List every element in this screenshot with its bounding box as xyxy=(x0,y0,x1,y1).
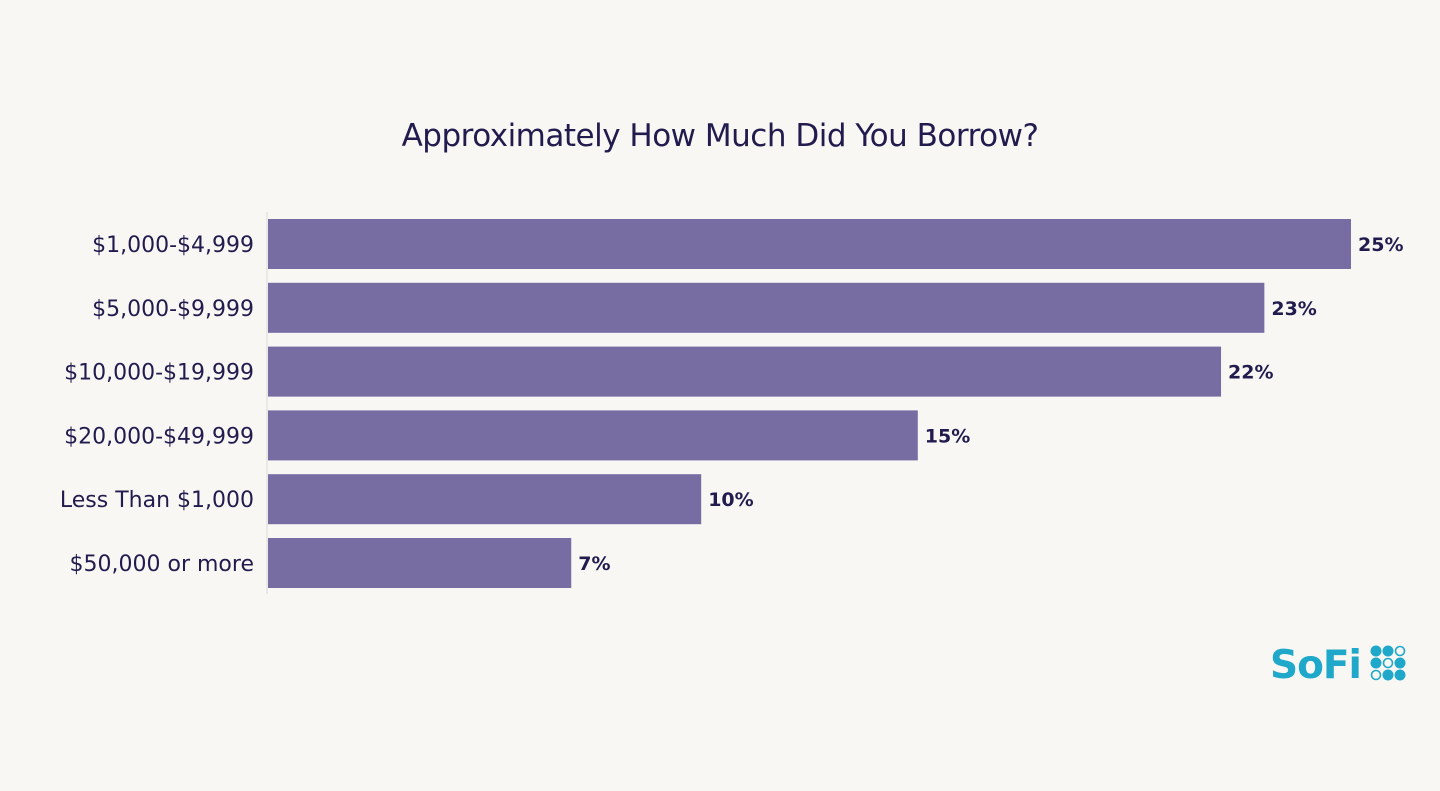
value-label: 10% xyxy=(708,489,753,511)
category-label: $1,000-$4,999 xyxy=(92,233,254,258)
value-label: 22% xyxy=(1228,362,1273,384)
sofi-logo: SoFi xyxy=(1270,640,1413,690)
logo-dots-icon xyxy=(1370,645,1406,681)
category-label: $10,000-$19,999 xyxy=(64,361,254,386)
logo-text: SoFi xyxy=(1270,642,1362,688)
logo-dot xyxy=(1394,669,1406,681)
chart-title: Approximately How Much Did You Borrow? xyxy=(401,118,1039,154)
bar xyxy=(268,474,702,525)
logo-dot xyxy=(1370,657,1382,669)
category-label: $5,000-$9,999 xyxy=(92,297,254,322)
value-label: 25% xyxy=(1358,234,1403,256)
bar xyxy=(268,282,1265,333)
logo-dot xyxy=(1382,645,1394,657)
logo-dot xyxy=(1394,657,1406,669)
category-label: Less Than $1,000 xyxy=(60,488,254,513)
category-label: $50,000 or more xyxy=(70,552,254,577)
value-label: 15% xyxy=(925,425,970,447)
logo-dot xyxy=(1394,645,1406,657)
logo-dot xyxy=(1370,645,1382,657)
value-label: 23% xyxy=(1271,298,1316,320)
bar xyxy=(268,538,572,588)
value-label: 7% xyxy=(578,553,610,575)
category-label: $20,000-$49,999 xyxy=(64,424,254,449)
bar xyxy=(268,219,1351,269)
bar xyxy=(268,410,918,461)
logo-dot xyxy=(1382,669,1394,681)
bar xyxy=(268,346,1222,397)
logo-dot xyxy=(1382,657,1394,669)
logo-dot xyxy=(1370,669,1382,681)
